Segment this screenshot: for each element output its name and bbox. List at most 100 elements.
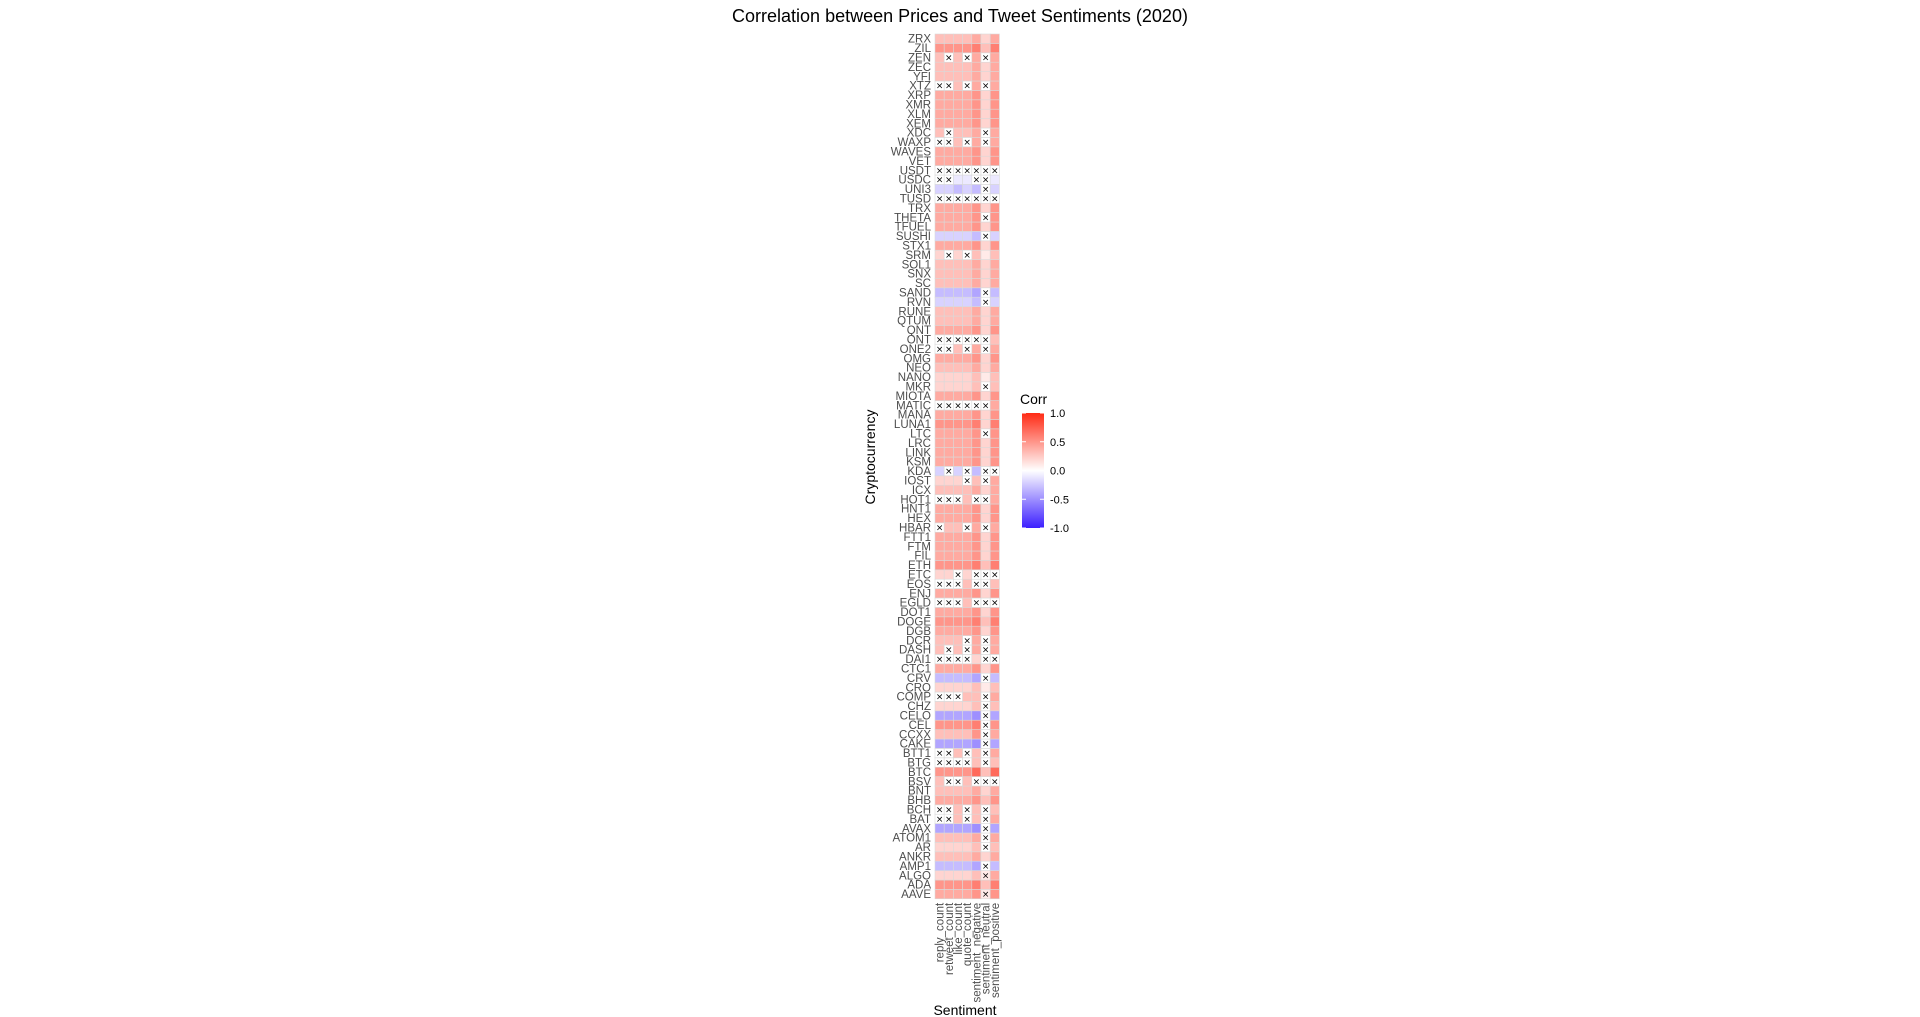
y-tick-label: LINK (905, 447, 931, 459)
heatmap-cell (971, 832, 982, 843)
heatmap-cell (953, 118, 963, 129)
heatmap-cell (934, 823, 945, 834)
heatmap-cell (943, 503, 954, 514)
insignificant-marker: × (991, 571, 999, 581)
heatmap-cell (953, 202, 963, 213)
heatmap-cell (962, 889, 973, 900)
heatmap-cell (934, 325, 945, 336)
y-tick-label: ENJ (909, 588, 931, 600)
heatmap-cell (934, 52, 945, 63)
heatmap-cell (943, 362, 954, 373)
insignificant-marker: × (982, 843, 990, 853)
y-tick-label: AAVE (901, 889, 931, 901)
heatmap-cell (943, 390, 954, 401)
heatmap-cell (934, 475, 945, 486)
insignificant-marker: × (945, 345, 953, 355)
heatmap-cell (934, 795, 945, 806)
insignificant-marker: × (936, 195, 944, 205)
heatmap-cell (962, 560, 973, 571)
heatmap-cell (962, 823, 973, 834)
heatmap-cell (980, 353, 991, 364)
insignificant-marker: × (945, 815, 953, 825)
insignificant-marker: × (963, 467, 971, 477)
insignificant-marker: × (982, 646, 990, 656)
heatmap-cell (971, 33, 982, 44)
y-tick-label: QNT (907, 325, 931, 337)
heatmap-cell (989, 372, 1000, 383)
heatmap-cell (989, 804, 1000, 815)
heatmap-cell (934, 701, 945, 712)
insignificant-marker: × (982, 129, 990, 139)
heatmap-cell (953, 644, 963, 655)
heatmap-cell (953, 155, 963, 166)
heatmap-cell (953, 531, 963, 542)
heatmap-cell (953, 52, 963, 63)
insignificant-marker: × (982, 824, 990, 834)
heatmap-cell (989, 343, 1000, 354)
heatmap-cell (989, 456, 1000, 467)
y-tick-label: ONT (907, 335, 931, 347)
heatmap-cell (980, 240, 991, 251)
heatmap-cell (953, 221, 963, 232)
heatmap-cell (953, 701, 963, 712)
heatmap-cell (934, 879, 945, 890)
heatmap-cell (962, 663, 973, 674)
heatmap-cell (989, 419, 1000, 430)
heatmap-cell (934, 381, 945, 392)
y-tick-label: KDA (907, 466, 931, 478)
y-tick-label: ZEC (908, 62, 931, 74)
heatmap-cell (934, 588, 945, 599)
heatmap-cell (989, 99, 1000, 110)
heatmap-cell (980, 33, 991, 44)
heatmap-cell (962, 738, 973, 749)
insignificant-marker: × (945, 599, 953, 609)
heatmap-cell (971, 691, 982, 702)
heatmap-cell (980, 202, 991, 213)
heatmap-cell (943, 184, 954, 195)
heatmap-cell (980, 372, 991, 383)
heatmap-cell (989, 61, 1000, 72)
heatmap-cell (962, 184, 973, 195)
heatmap-cell (989, 616, 1000, 627)
y-tick-label: ZRX (908, 34, 931, 46)
heatmap-cell (934, 221, 945, 232)
heatmap-cell (934, 155, 945, 166)
heatmap-cell (934, 851, 945, 862)
heatmap-cell (953, 804, 963, 815)
heatmap-cell (989, 278, 1000, 289)
heatmap-cell (934, 889, 945, 900)
y-tick-label: THETA (894, 212, 931, 224)
heatmap-cell (971, 221, 982, 232)
heatmap-cell (943, 625, 954, 636)
y-tick-label: XLM (907, 109, 931, 121)
insignificant-marker: × (954, 580, 962, 590)
heatmap-cell (962, 795, 973, 806)
heatmap-cell (962, 268, 973, 279)
heatmap-cell (953, 278, 963, 289)
heatmap-cell (971, 719, 982, 730)
insignificant-marker: × (982, 674, 990, 684)
heatmap-cell (953, 353, 963, 364)
heatmap-cell (962, 212, 973, 223)
y-tick-label: LTC (910, 429, 931, 441)
y-tick-label: ZIL (914, 43, 931, 55)
y-tick-label: ETH (908, 560, 931, 572)
heatmap-cell (980, 409, 991, 420)
heatmap-cell (934, 456, 945, 467)
heatmap-cell (934, 249, 945, 260)
y-tick-label: SAND (899, 288, 931, 300)
heatmap-cell (971, 249, 982, 260)
heatmap-cell (953, 635, 963, 646)
heatmap-cell (989, 879, 1000, 890)
heatmap-cell (943, 287, 954, 298)
heatmap-cell (962, 541, 973, 552)
heatmap-cell (971, 437, 982, 448)
heatmap-cell (934, 503, 945, 514)
heatmap-cell (989, 447, 1000, 458)
heatmap-cell (953, 419, 963, 430)
heatmap-cell (943, 729, 954, 740)
heatmap-cell (934, 184, 945, 195)
y-tick-label: WAXP (898, 137, 932, 149)
heatmap-cell (943, 701, 954, 712)
heatmap-cell (980, 390, 991, 401)
